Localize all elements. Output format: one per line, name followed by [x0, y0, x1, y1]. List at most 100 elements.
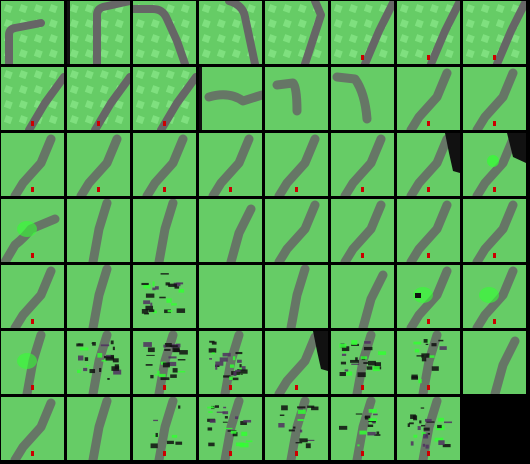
grass-patch — [135, 115, 145, 125]
grass-patch — [348, 49, 358, 59]
grass-patch — [114, 100, 124, 110]
render-artifact — [297, 419, 304, 422]
frame-view — [88, 199, 112, 262]
grass-patch — [69, 19, 79, 29]
grass-patch — [465, 49, 475, 59]
grass-patch — [399, 19, 409, 29]
grass-patch — [348, 4, 358, 14]
road-track — [361, 1, 394, 64]
grass-patch — [282, 4, 292, 14]
render-artifact — [154, 374, 160, 376]
render-artifact — [167, 309, 173, 313]
render-artifact — [219, 357, 228, 362]
grass-patch — [378, 34, 388, 44]
frame-view — [207, 397, 253, 460]
render-artifact — [164, 349, 171, 351]
render-artifact — [172, 368, 178, 373]
render-artifact — [145, 364, 153, 366]
render-artifact — [177, 359, 186, 361]
render-artifact — [423, 433, 429, 439]
frame-tile — [1, 133, 64, 196]
render-artifact — [211, 352, 215, 355]
render-artifact — [152, 287, 156, 291]
road-track — [10, 398, 56, 460]
road-track — [88, 397, 112, 460]
render-artifact — [199, 67, 202, 130]
grass-patch — [378, 49, 388, 59]
frame-tile — [1, 199, 64, 262]
road-track — [352, 397, 376, 460]
car-marker — [31, 319, 34, 324]
frame-tile — [331, 199, 394, 262]
grass-patch — [480, 34, 490, 44]
render-artifact — [176, 308, 186, 313]
render-artifact — [168, 283, 177, 287]
frame-tile — [463, 1, 526, 64]
render-artifact — [293, 426, 296, 429]
grass-patch — [414, 4, 424, 14]
grass-patch — [165, 49, 175, 59]
grass-patch — [135, 49, 145, 59]
road-track — [358, 270, 388, 328]
render-artifact — [160, 273, 169, 275]
frame-view — [465, 1, 526, 64]
render-artifact — [153, 419, 159, 422]
frame-tile — [463, 265, 526, 328]
render-artifact — [230, 430, 237, 434]
render-artifact — [239, 442, 249, 448]
frame-view — [339, 397, 381, 460]
grass-patch — [267, 4, 277, 14]
render-artifact — [341, 346, 350, 352]
frame-view — [267, 1, 325, 64]
frame-tile — [463, 331, 526, 394]
grass-patch — [33, 4, 43, 14]
road-track — [76, 134, 122, 196]
grass-patch — [216, 34, 226, 44]
render-artifact — [17, 221, 37, 237]
render-artifact — [241, 366, 246, 371]
frame-view — [3, 70, 64, 130]
render-artifact — [79, 347, 89, 351]
frame-view — [154, 199, 178, 262]
car-marker — [163, 385, 166, 390]
grass-patch — [3, 100, 13, 110]
render-artifact — [175, 441, 183, 445]
render-artifact — [150, 302, 153, 307]
grass-patch — [165, 85, 175, 95]
render-artifact — [168, 356, 177, 359]
frame-view — [333, 1, 394, 64]
render-artifact — [357, 372, 366, 378]
render-artifact — [209, 419, 216, 423]
render-artifact — [297, 406, 306, 409]
grass-patch — [84, 70, 94, 80]
render-artifact — [145, 293, 155, 298]
render-artifact — [160, 377, 170, 381]
grass-patch — [312, 49, 322, 59]
render-artifact — [158, 373, 166, 378]
render-artifact — [85, 364, 90, 367]
grass-patch — [267, 49, 277, 59]
render-artifact — [232, 432, 238, 437]
frame-view — [10, 134, 56, 196]
frame-view — [142, 134, 188, 196]
grass-patch — [414, 34, 424, 44]
render-artifact — [237, 359, 242, 363]
render-artifact — [208, 442, 215, 447]
grass-patch — [114, 115, 124, 125]
car-marker — [361, 253, 364, 258]
frame-tile — [67, 133, 130, 196]
render-artifact — [351, 340, 358, 345]
render-artifact — [143, 283, 151, 289]
frame-view — [340, 134, 386, 196]
render-artifact — [415, 293, 421, 298]
frame-view — [199, 67, 262, 130]
frame-tile — [331, 1, 394, 64]
frame-view — [67, 1, 130, 64]
grass-patch — [99, 19, 109, 29]
grass-patch — [429, 4, 439, 14]
render-artifact — [364, 341, 371, 344]
frame-tile — [265, 133, 328, 196]
road-track — [274, 332, 320, 394]
frame-tile — [133, 331, 196, 394]
grass-patch — [297, 19, 307, 29]
